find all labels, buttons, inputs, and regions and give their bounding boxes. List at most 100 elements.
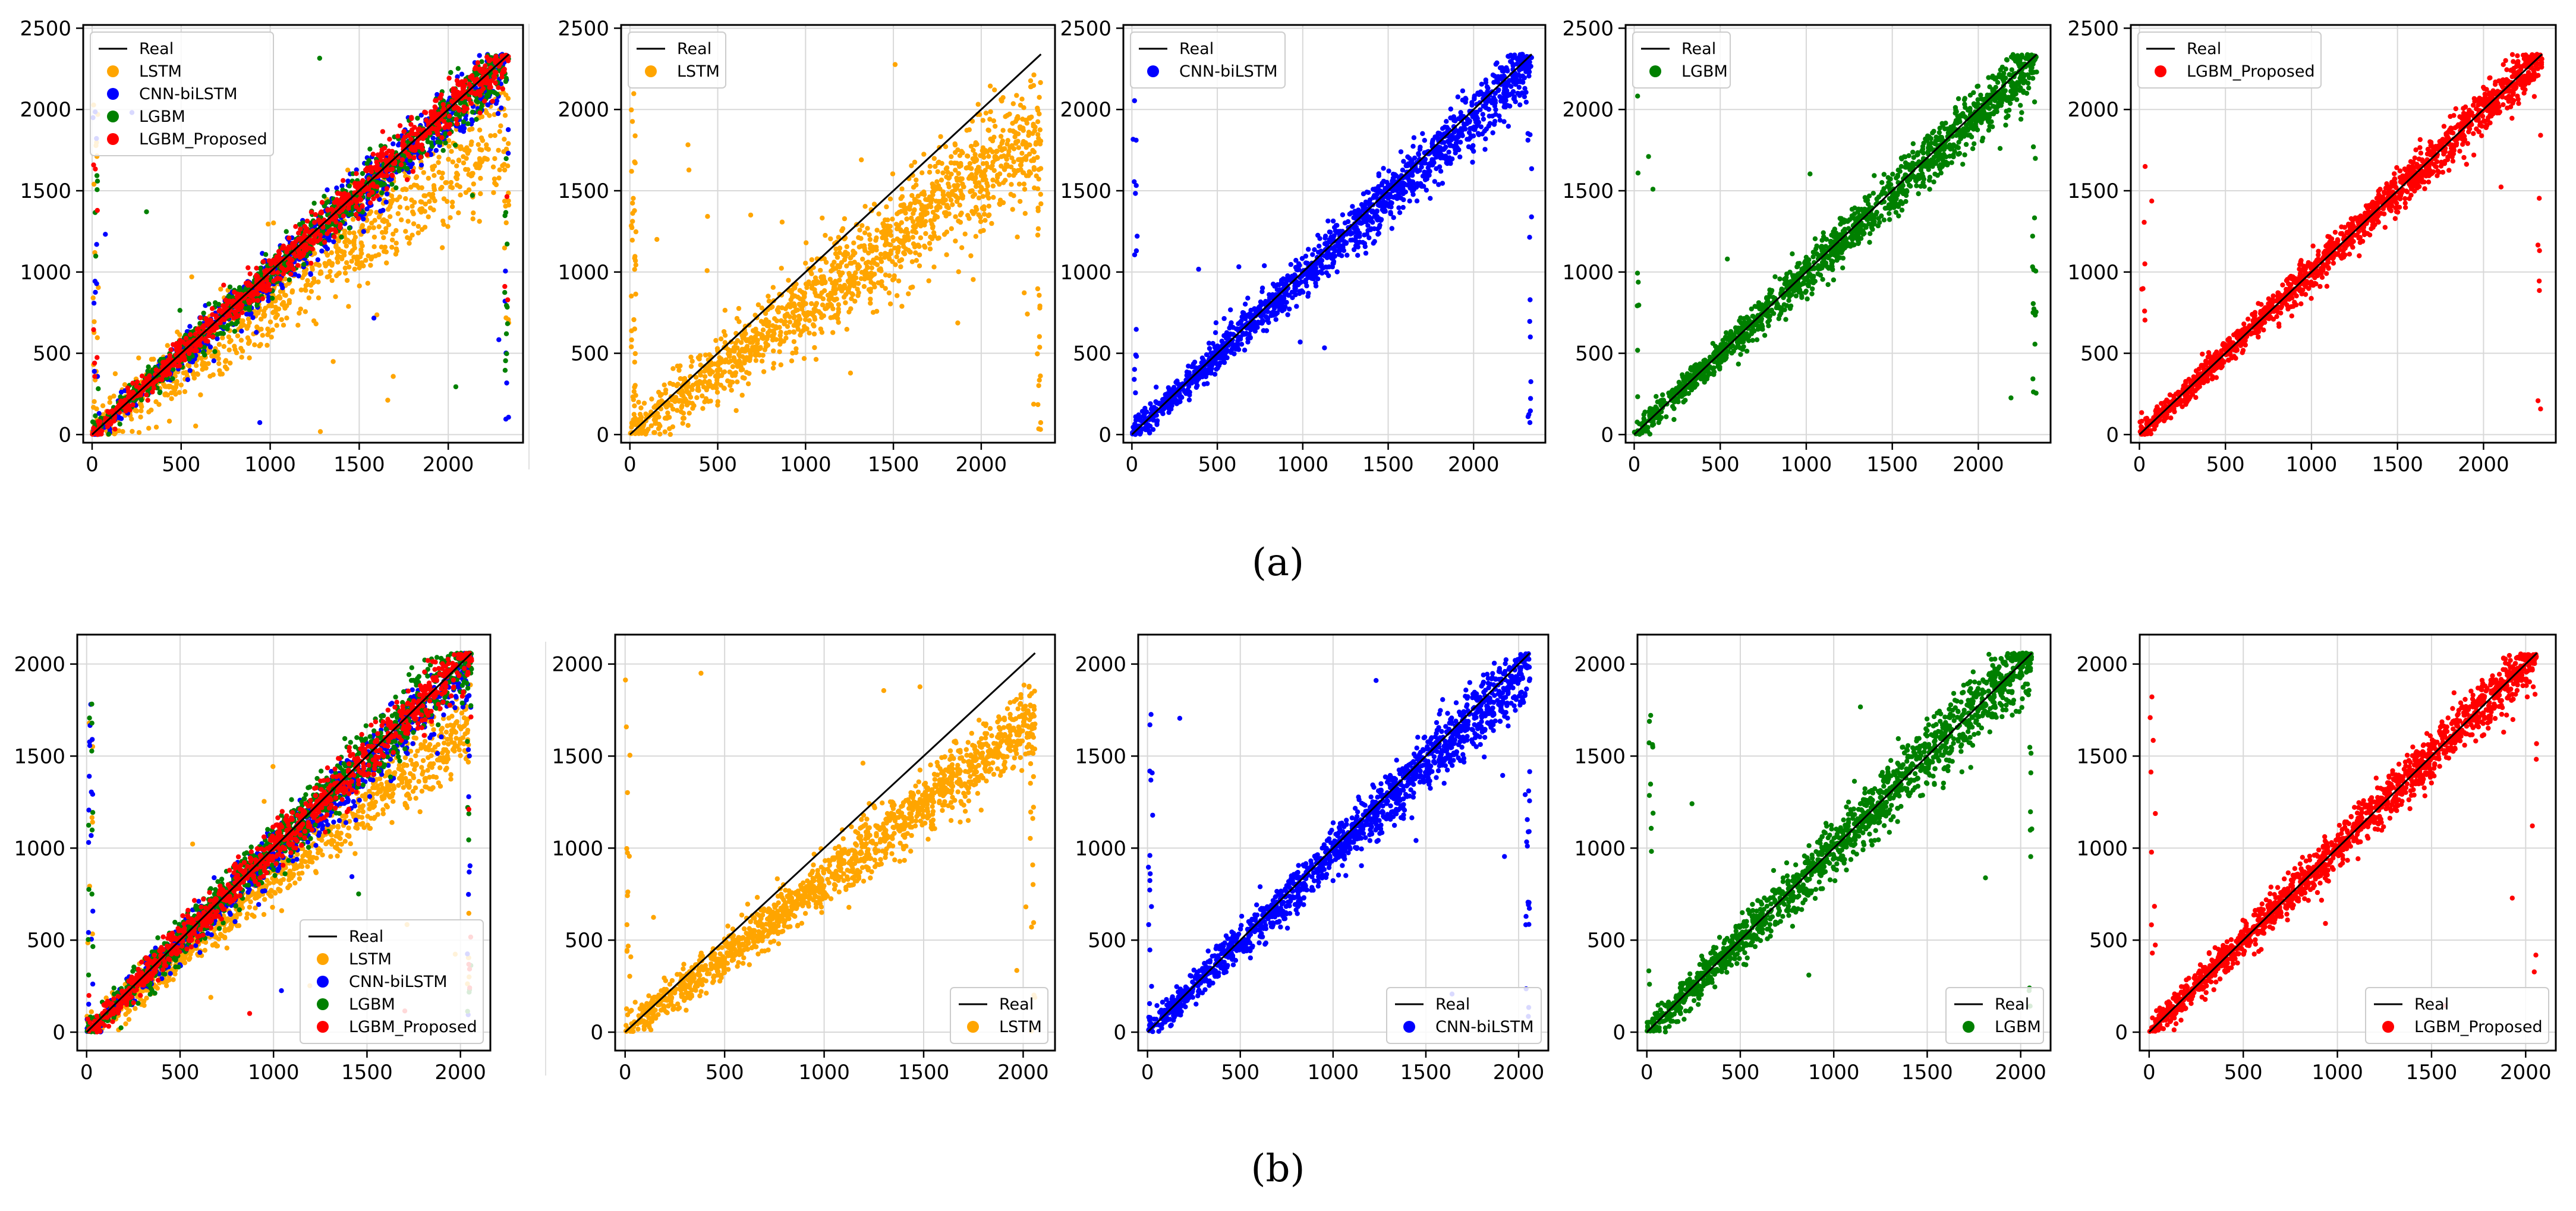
scatter-point (456, 108, 461, 112)
scatter-point (1031, 402, 1036, 406)
scatter-point (503, 368, 508, 373)
scatter-point (741, 349, 746, 354)
scatter-point (217, 342, 222, 347)
scatter-point (1026, 133, 1031, 138)
scatter-point (279, 265, 284, 270)
scatter-point (333, 294, 338, 299)
scatter-point (761, 336, 766, 341)
scatter-point (505, 297, 510, 302)
scatter-point (288, 257, 293, 261)
scatter-point (804, 240, 808, 245)
scatter-point (963, 232, 968, 236)
scatter-point (842, 295, 846, 299)
scatter-point (430, 192, 435, 197)
scatter-point (352, 238, 357, 243)
scatter-point (400, 157, 405, 162)
scatter-point (240, 310, 244, 315)
scatter-point (946, 181, 950, 186)
scatter-point (636, 400, 641, 405)
scatter-point (959, 245, 964, 250)
scatter-point (1037, 167, 1041, 172)
scatter-point (112, 431, 117, 436)
scatter-point (332, 234, 336, 239)
scatter-point (461, 154, 465, 159)
scatter-point (1035, 187, 1040, 191)
scatter-point (761, 369, 766, 374)
scatter-point (458, 193, 462, 197)
scatter-point (382, 182, 387, 187)
scatter-point (168, 347, 173, 352)
scatter-point (894, 254, 899, 259)
scatter-point (238, 346, 243, 351)
scatter-point (946, 193, 950, 197)
scatter-point (740, 393, 745, 398)
scatter-point (1037, 345, 1042, 349)
scatter-point (990, 160, 995, 165)
scatter-point (673, 395, 678, 399)
scatter-point (866, 260, 871, 264)
scatter-point (899, 220, 904, 225)
scatter-point (813, 290, 817, 295)
scatter-point (140, 374, 144, 379)
scatter-point (675, 381, 680, 386)
scatter-point (833, 251, 838, 256)
scatter-point (484, 143, 489, 147)
scatter-point (499, 75, 504, 80)
scatter-point (117, 415, 122, 420)
scatter-point (257, 420, 262, 425)
scatter-point (735, 380, 739, 384)
scatter-point (398, 123, 402, 128)
scatter-point (322, 194, 326, 198)
scatter-point (304, 283, 308, 288)
scatter-point (717, 355, 722, 360)
scatter-point (754, 330, 759, 335)
scatter-point (380, 129, 385, 134)
scatter-point (779, 266, 784, 270)
scatter-point (988, 84, 993, 89)
scatter-point (263, 305, 267, 310)
scatter-point (908, 250, 912, 254)
scatter-point (432, 173, 436, 178)
scatter-point (371, 152, 376, 156)
scatter-point (106, 422, 111, 427)
scatter-point (461, 87, 465, 92)
scatter-point (165, 343, 170, 348)
scatter-point (482, 99, 487, 103)
scatter-point (868, 237, 873, 242)
scatter-point (162, 392, 167, 396)
scatter-point (890, 171, 895, 176)
scatter-point (1022, 291, 1026, 295)
scatter-point (363, 258, 368, 263)
scatter-point (416, 224, 421, 229)
scatter-point (890, 259, 895, 264)
scatter-point (865, 226, 870, 231)
scatter-point (464, 190, 468, 195)
scatter-point (158, 389, 162, 394)
scatter-point (151, 357, 156, 361)
scatter-point (716, 399, 720, 404)
scatter-point (503, 269, 508, 273)
scatter-point (715, 390, 720, 395)
scatter-point (449, 180, 454, 185)
scatter-point (375, 163, 380, 168)
scatter-point (137, 430, 141, 435)
scatter-point (774, 318, 779, 323)
scatter-point (981, 178, 985, 182)
scatter-point (344, 260, 349, 265)
scatter-point (710, 385, 715, 390)
scatter-point (281, 244, 286, 248)
scatter-point (888, 224, 893, 229)
scatter-point (319, 209, 323, 214)
scatter-point (458, 128, 462, 133)
scatter-point (366, 187, 371, 191)
x-tick-label: 500 (162, 453, 200, 477)
scatter-point (629, 425, 634, 430)
scatter-point (410, 233, 414, 238)
scatter-point (182, 389, 187, 394)
scatter-point (678, 376, 683, 381)
scatter-point (739, 333, 744, 338)
scatter-point (344, 244, 349, 248)
scatter-point (503, 210, 508, 215)
scatter-point (246, 306, 251, 311)
scatter-point (1032, 150, 1037, 154)
